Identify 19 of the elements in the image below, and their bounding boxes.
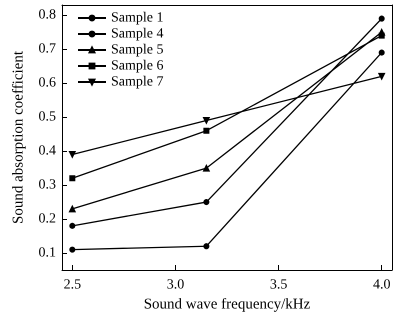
x-tick-label: 3.5 xyxy=(270,278,288,292)
legend-label: Sample 7 xyxy=(111,74,164,90)
x-axis-title: Sound wave frequency/kHz xyxy=(144,296,311,312)
legend-label: Sample 4 xyxy=(111,26,164,42)
y-tick-label: 0.4 xyxy=(38,144,56,159)
legend-label: Sample 1 xyxy=(111,10,164,26)
y-tick-label: 0.1 xyxy=(38,246,56,261)
x-tick-label: 3.0 xyxy=(166,278,184,292)
y-axis-title: Sound absorption coefficient xyxy=(10,50,26,224)
y-tick-label: 0.5 xyxy=(38,110,56,125)
y-tick-label: 0.6 xyxy=(38,76,56,91)
x-tick-label: 4.0 xyxy=(372,278,390,292)
y-tick-label: 0.8 xyxy=(38,8,56,23)
y-tick-label: 0.7 xyxy=(38,42,56,57)
legend-label: Sample 6 xyxy=(111,58,164,74)
y-tick-label: 0.2 xyxy=(38,212,56,227)
y-tick-label: 0.3 xyxy=(38,178,56,193)
legend-label: Sample 5 xyxy=(111,42,164,58)
x-tick-label: 2.5 xyxy=(64,278,82,292)
